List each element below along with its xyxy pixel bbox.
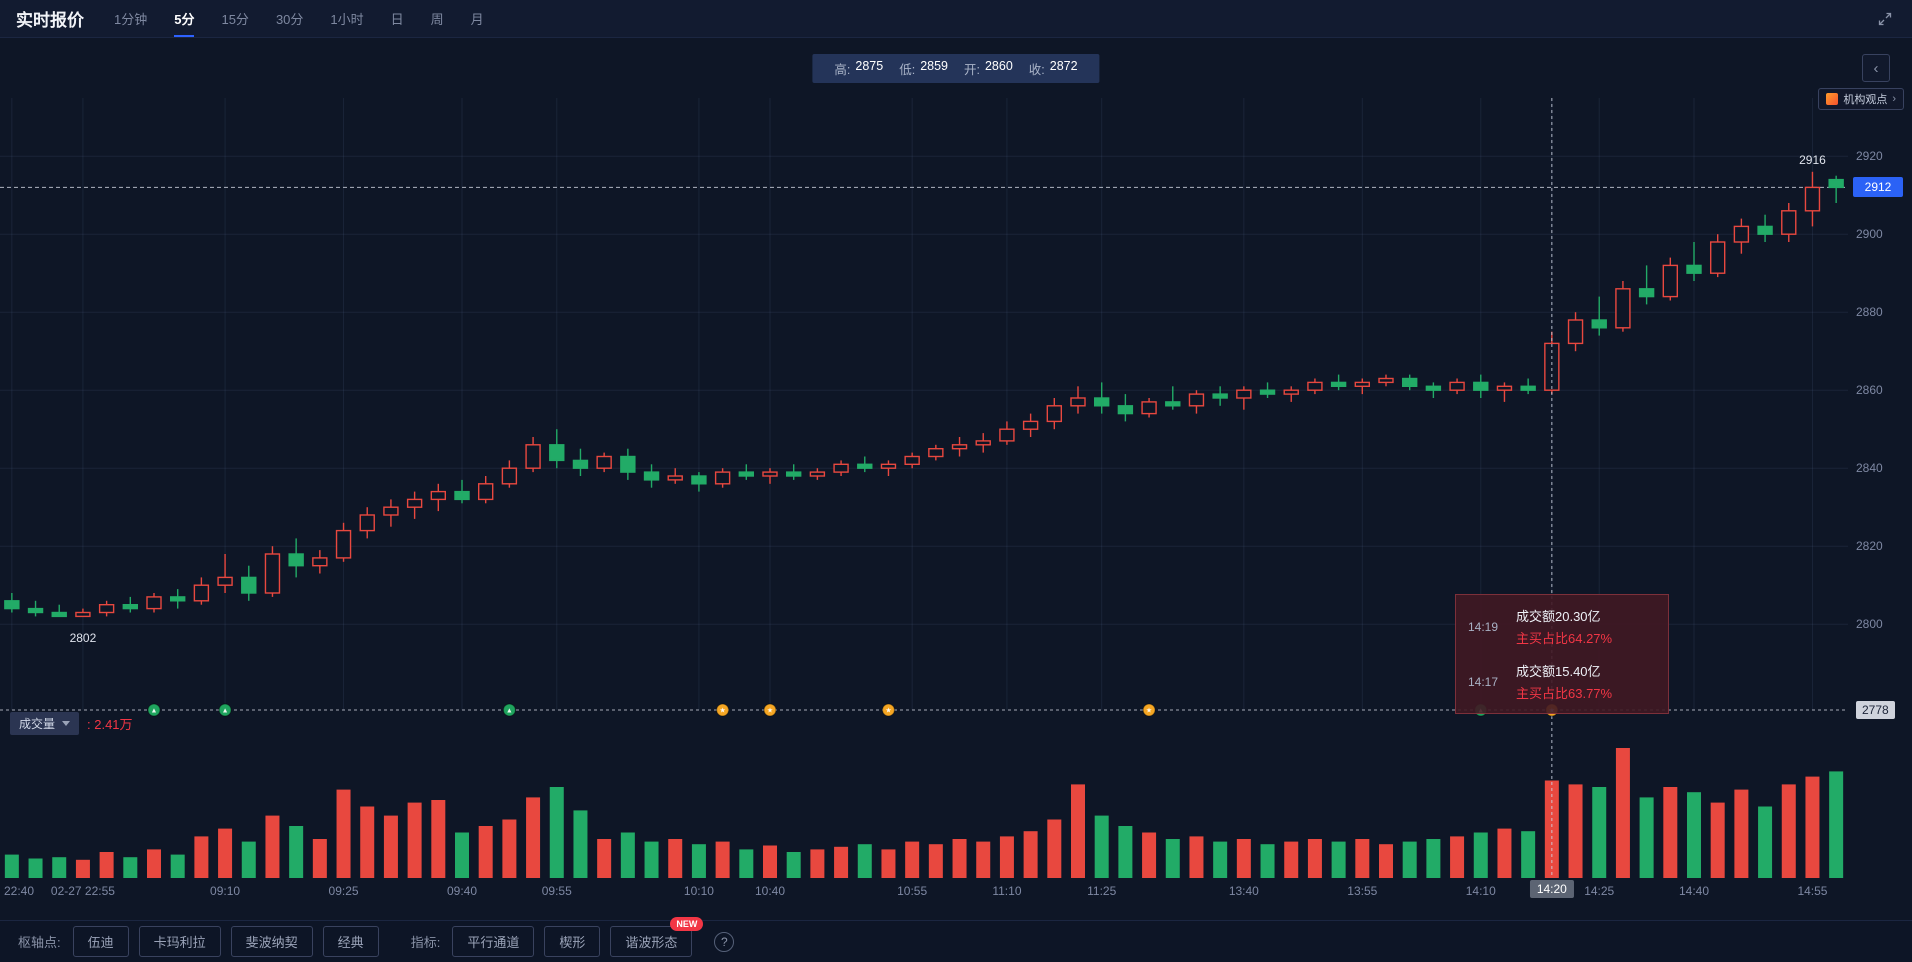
x-axis-label: 10:55 — [897, 884, 928, 898]
x-axis-label: 02-27 22:55 — [50, 884, 115, 898]
tab-1分钟[interactable]: 1分钟 — [114, 12, 148, 27]
page-title: 实时报价 — [16, 11, 84, 30]
volume-indicator-selector[interactable]: 成交量 — [10, 712, 80, 735]
volume-value: : 2.41万 — [87, 717, 133, 732]
svg-text:▲: ▲ — [506, 708, 513, 715]
svg-text:2800: 2800 — [1856, 617, 1883, 631]
svg-text:★: ★ — [719, 707, 725, 715]
timeframe-tabs: 1分钟 5分 15分 30分 1小时 日 周 月 — [114, 0, 484, 37]
tab-月[interactable]: 月 — [470, 12, 484, 27]
pivot-button[interactable]: 卡玛利拉 — [138, 926, 221, 957]
svg-text:2880: 2880 — [1856, 305, 1883, 319]
bottom-toolbar: 枢轴点: 伍迪 卡玛利拉 斐波纳契 经典 指标: 平行通道 楔形 谐波形态 NEW ? — [0, 917, 1912, 962]
x-axis-label: 10:10 — [683, 884, 714, 898]
x-axis-label: 11:10 — [992, 884, 1022, 898]
fullscreen-button[interactable] — [1874, 8, 1896, 30]
x-axis-label: 14:10 — [1465, 884, 1496, 898]
tooltip-row: 14:19 成交额20.30亿 主买占比64.27% — [1468, 609, 1613, 646]
institution-icon — [1826, 93, 1839, 105]
indicator-button[interactable]: 楔形 — [544, 926, 601, 957]
svg-text:★: ★ — [885, 707, 891, 715]
bottom-price-tag: 2778 — [1856, 701, 1895, 719]
ohlc-item: 收: 2872 — [1028, 59, 1078, 77]
x-axis-label-selected: 14:20 — [1529, 880, 1574, 898]
svg-text:▲: ▲ — [222, 708, 229, 715]
indicator-section-label: 指标: — [410, 935, 441, 950]
svg-text:▲: ▲ — [151, 708, 158, 715]
top-bar: 实时报价 1分钟 5分 15分 30分 1小时 日 周 月 — [0, 0, 1912, 38]
svg-text:2820: 2820 — [1856, 539, 1883, 553]
tab-15分[interactable]: 15分 — [221, 12, 249, 27]
x-axis-label: 14:40 — [1678, 884, 1710, 898]
svg-text:2802: 2802 — [70, 631, 97, 645]
tab-日[interactable]: 日 — [390, 12, 404, 27]
trade-detail-tooltip: 14:19 成交额20.30亿 主买占比64.27% 14:17 成交额15.40亿 主买… — [1455, 594, 1669, 714]
x-axis-label: 22:40 — [4, 884, 35, 898]
collapse-panel-button[interactable]: ‹ — [1862, 54, 1890, 82]
svg-text:2840: 2840 — [1856, 461, 1883, 475]
chart-canvas: 2920290028802860284028202800▲▲▲★★★★▲★280… — [0, 98, 1883, 878]
x-axis-label: 10:40 — [754, 884, 786, 898]
x-axis-label: 11:25 — [1087, 884, 1117, 898]
pivot-button[interactable]: 斐波纳契 — [230, 926, 313, 957]
chevron-down-icon — [62, 721, 71, 726]
institution-view-badge[interactable]: 机构观点 › — [1818, 88, 1904, 110]
x-axis-label: 09:25 — [328, 884, 359, 898]
svg-text:★: ★ — [767, 707, 773, 715]
fullscreen-icon — [1878, 12, 1892, 25]
chevron-right-icon: › — [1892, 93, 1896, 105]
x-axis-label: 14:25 — [1584, 884, 1615, 898]
x-axis-label: 09:40 — [446, 884, 478, 898]
tab-5分[interactable]: 5分 — [174, 0, 195, 37]
new-badge: NEW — [670, 917, 704, 931]
ohlc-summary: 高: 2875 低: 2859 开: 2860 收: 2872 — [812, 54, 1100, 83]
svg-text:2860: 2860 — [1856, 383, 1883, 397]
ohlc-item: 开: 2860 — [964, 59, 1013, 77]
tab-周[interactable]: 周 — [430, 12, 444, 27]
tab-1小时[interactable]: 1小时 — [330, 12, 364, 27]
x-axis-label: 13:40 — [1228, 884, 1259, 898]
svg-text:★: ★ — [1146, 707, 1152, 715]
indicator-button[interactable]: 谐波形态 NEW — [610, 917, 704, 957]
ohlc-item: 高: 2875 — [834, 59, 884, 77]
current-price-tag: 2912 — [1853, 177, 1903, 198]
institution-label: 机构观点 — [1843, 94, 1888, 106]
svg-text:2920: 2920 — [1856, 149, 1883, 163]
pivot-buttons: 伍迪 卡玛利拉 斐波纳契 经典 — [72, 926, 379, 957]
x-axis-label: 09:55 — [541, 884, 572, 898]
tooltip-row: 14:17 成交额15.40亿 主买占比63.77% — [1468, 664, 1613, 701]
svg-text:2900: 2900 — [1856, 227, 1883, 241]
svg-text:2916: 2916 — [1799, 153, 1826, 167]
indicator-button[interactable]: 平行通道 — [452, 926, 535, 957]
pivot-button[interactable]: 伍迪 — [72, 926, 129, 957]
candlestick-chart[interactable]: 2920290028802860284028202800▲▲▲★★★★▲★280… — [0, 90, 1912, 905]
x-axis-label: 09:10 — [210, 884, 241, 898]
pivot-section-label: 枢轴点: — [18, 935, 61, 950]
indicator-buttons: 平行通道 楔形 谐波形态 NEW — [452, 917, 704, 957]
ohlc-item: 低: 2859 — [899, 59, 948, 77]
volume-label: 成交量 — [19, 717, 56, 731]
x-axis-label: 13:55 — [1347, 884, 1378, 898]
help-button[interactable]: ? — [714, 931, 735, 952]
x-axis-label: 14:55 — [1797, 884, 1828, 898]
tab-30分[interactable]: 30分 — [275, 12, 304, 27]
pivot-button[interactable]: 经典 — [322, 926, 379, 957]
volume-pane-header: 成交量 : 2.41万 — [10, 712, 133, 735]
